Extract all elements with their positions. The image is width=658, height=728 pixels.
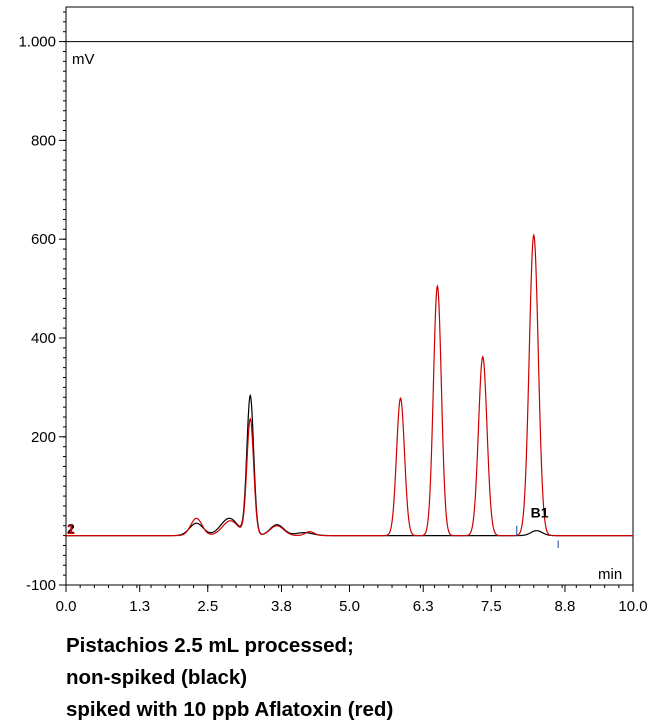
- peak-label: B1: [531, 505, 549, 521]
- x-tick-label: 7.5: [481, 598, 502, 615]
- caption-line-1: Pistachios 2.5 mL processed;: [66, 634, 354, 657]
- x-tick-label: 2.5: [197, 598, 218, 615]
- y-tick-label: 800: [31, 132, 56, 149]
- y-tick-label: 600: [31, 231, 56, 248]
- y-tick-label: 400: [31, 330, 56, 347]
- x-tick-label: 6.3: [413, 598, 434, 615]
- trace-marker: 2: [67, 521, 75, 537]
- x-tick-label: 5.0: [339, 598, 360, 615]
- x-tick-label: 8.8: [555, 598, 576, 615]
- x-tick-label: 0.0: [56, 598, 77, 615]
- chromatogram-chart: -100 200 400 600 800 1.000 0.0 1.3 2.5 3.8 5.0 6.3…: [18, 6, 648, 615]
- plot-frame: [65, 6, 634, 586]
- caption-line-2: non-spiked (black): [66, 666, 248, 689]
- trace-line: [66, 233, 633, 537]
- caption-line-3: spiked with 10 ppb Aflatoxin (red): [66, 698, 394, 721]
- trace-marker: 1: [67, 521, 75, 537]
- y-axis: -100 200 400 600 800 1.000: [18, 11, 66, 594]
- trace-start-markers: 21: [67, 521, 75, 538]
- x-axis: 0.0 1.3 2.5 3.8 5.0 6.3 7.5 8.8 10.0: [56, 585, 648, 615]
- y-axis-label: mV: [72, 51, 95, 68]
- x-tick-label: 10.0: [618, 598, 647, 615]
- traces: [66, 233, 633, 548]
- x-tick-label: 3.8: [271, 598, 292, 615]
- y-tick-label: 200: [31, 429, 56, 446]
- y-tick-label: 1.000: [18, 34, 56, 51]
- x-tick-label: 1.3: [129, 598, 150, 615]
- x-axis-label: min: [598, 566, 622, 583]
- chart-caption: Pistachios 2.5 mL processed; non-spiked …: [66, 630, 393, 726]
- annotations: B1: [531, 505, 549, 521]
- y-tick-label: -100: [26, 577, 56, 594]
